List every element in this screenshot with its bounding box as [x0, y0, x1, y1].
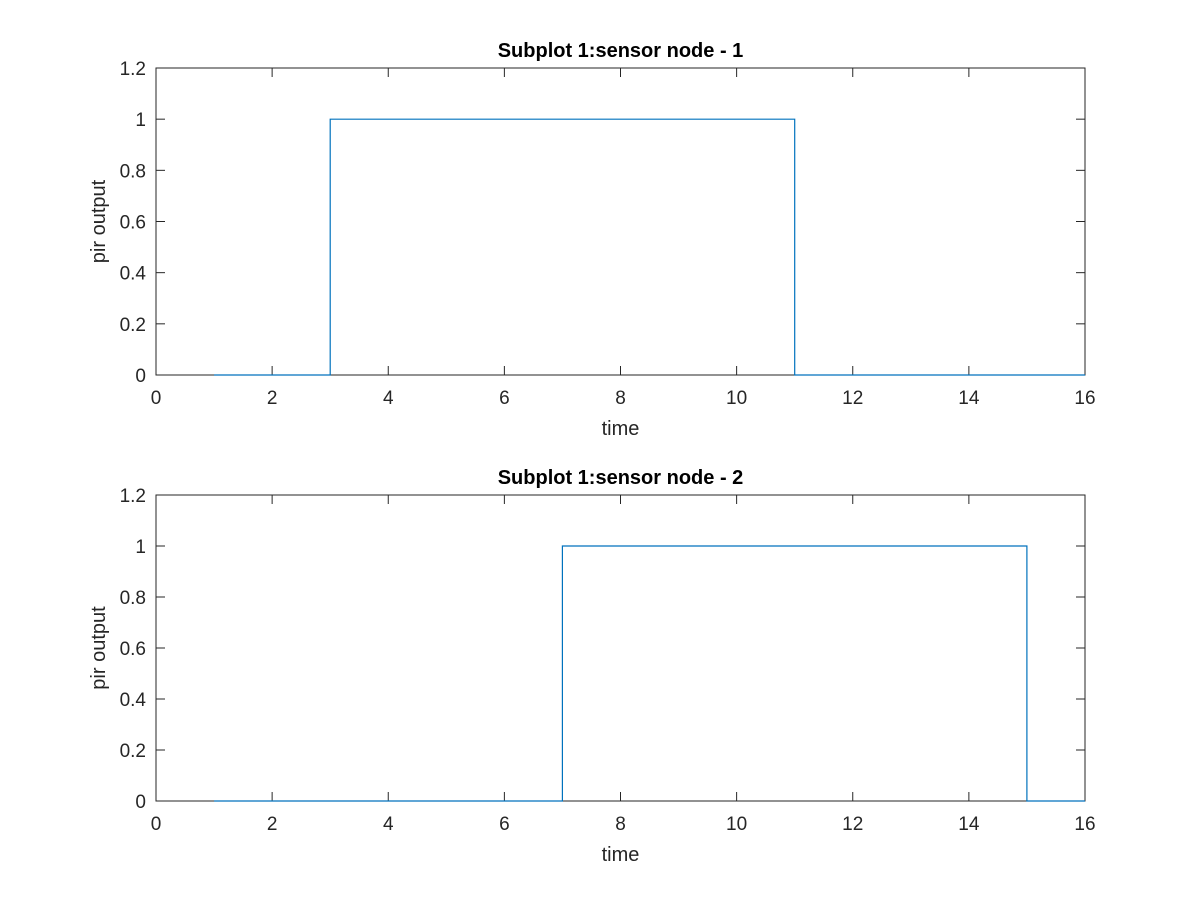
subplot-2-y-tick-label: 0.8	[120, 588, 146, 609]
subplot-1-xlabel: time	[602, 418, 640, 440]
subplot-1: Subplot 1:sensor node - 1 time pir outpu…	[88, 40, 1096, 440]
subplot-2-ylabel: pir output	[88, 606, 110, 690]
subplot-1-y-tick-label: 0.8	[120, 161, 146, 182]
subplot-1-x-tick-label: 16	[1074, 388, 1095, 409]
subplot-1-x-tick-label: 4	[383, 388, 394, 409]
subplot-2-x-tick-label: 0	[151, 814, 162, 835]
subplot-2-xlabel: time	[602, 844, 640, 866]
subplot-1-plot-frame	[155, 67, 1086, 376]
subplot-1-x-tick-label: 2	[267, 388, 278, 409]
subplot-1-y-tick-label: 0	[135, 366, 146, 387]
subplot-2-x-tick-label: 4	[383, 814, 394, 835]
subplot-1-title: Subplot 1:sensor node - 1	[498, 40, 744, 62]
subplot-2-y-tick-label: 0.2	[120, 741, 146, 762]
subplot-2-plot-frame	[155, 494, 1086, 802]
subplot-2-x-tick-label: 10	[726, 814, 747, 835]
subplot-2-x-tick-label: 16	[1074, 814, 1095, 835]
subplot-1-x-tick-label: 6	[499, 388, 510, 409]
subplot-2-x-tick-label: 8	[615, 814, 626, 835]
subplot-2-series-line	[214, 545, 1085, 802]
subplot-2-x-tick-label: 6	[499, 814, 510, 835]
subplot-2-x-tick-label: 2	[267, 814, 278, 835]
subplot-1-axes: 0 2 4 6 8 10 12 14 16 0 0.2 0.4 0.6 0.8 1 1.2	[120, 59, 1096, 409]
subplot-2-y-tick-label: 0	[135, 792, 146, 813]
subplot-2-x-tick-label: 12	[842, 814, 863, 835]
subplot-1-x-tick-label: 14	[958, 388, 980, 409]
subplot-2-title: Subplot 1:sensor node - 2	[498, 467, 744, 489]
subplot-1-x-tick-label: 8	[615, 388, 626, 409]
subplot-1-series-line	[214, 118, 1085, 376]
subplot-2-y-tick-label: 1.2	[120, 486, 146, 507]
subplot-1-y-tick-label: 1.2	[120, 59, 146, 80]
subplot-1-y-tick-label: 0.4	[120, 264, 147, 285]
subplot-1-y-tick-label: 0.2	[120, 315, 146, 336]
subplot-1-y-tick-label: 0.6	[120, 213, 146, 234]
subplot-2-y-tick-label: 1	[135, 537, 146, 558]
subplot-2: Subplot 1:sensor node - 2 time pir outpu…	[88, 467, 1096, 866]
subplot-1-y-tick-label: 1	[135, 110, 146, 131]
subplot-2-x-tick-label: 14	[958, 814, 980, 835]
subplot-1-x-tick-label: 12	[842, 388, 863, 409]
subplot-2-axes: 0 2 4 6 8 10 12 14 16 0 0.2 0.4 0.6 0.8 1 1.2	[120, 486, 1096, 835]
subplot-1-x-tick-label: 10	[726, 388, 747, 409]
subplot-1-x-tick-label: 0	[151, 388, 162, 409]
subplot-1-ylabel: pir output	[88, 179, 110, 263]
subplot-2-y-tick-label: 0.6	[120, 639, 146, 660]
subplot-2-y-tick-label: 0.4	[120, 690, 147, 711]
